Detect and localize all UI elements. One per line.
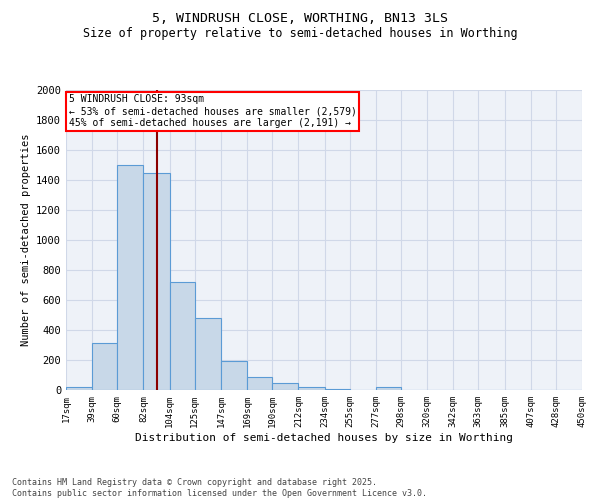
Bar <box>247 376 272 390</box>
Bar <box>143 172 170 390</box>
Y-axis label: Number of semi-detached properties: Number of semi-detached properties <box>20 134 31 346</box>
Bar <box>170 282 195 390</box>
Bar <box>66 387 92 390</box>
Bar <box>221 361 247 390</box>
Text: 5, WINDRUSH CLOSE, WORTHING, BN13 3LS: 5, WINDRUSH CLOSE, WORTHING, BN13 3LS <box>152 12 448 26</box>
Bar <box>298 387 325 390</box>
Text: Contains HM Land Registry data © Crown copyright and database right 2025.
Contai: Contains HM Land Registry data © Crown c… <box>12 478 427 498</box>
Bar <box>92 343 117 390</box>
Text: 5 WINDRUSH CLOSE: 93sqm
← 53% of semi-detached houses are smaller (2,579)
45% of: 5 WINDRUSH CLOSE: 93sqm ← 53% of semi-de… <box>68 94 356 128</box>
Bar <box>117 165 143 390</box>
Text: Size of property relative to semi-detached houses in Worthing: Size of property relative to semi-detach… <box>83 28 517 40</box>
Bar <box>376 387 401 390</box>
X-axis label: Distribution of semi-detached houses by size in Worthing: Distribution of semi-detached houses by … <box>135 432 513 442</box>
Bar <box>272 383 298 390</box>
Bar <box>195 318 221 390</box>
Bar <box>325 389 350 390</box>
